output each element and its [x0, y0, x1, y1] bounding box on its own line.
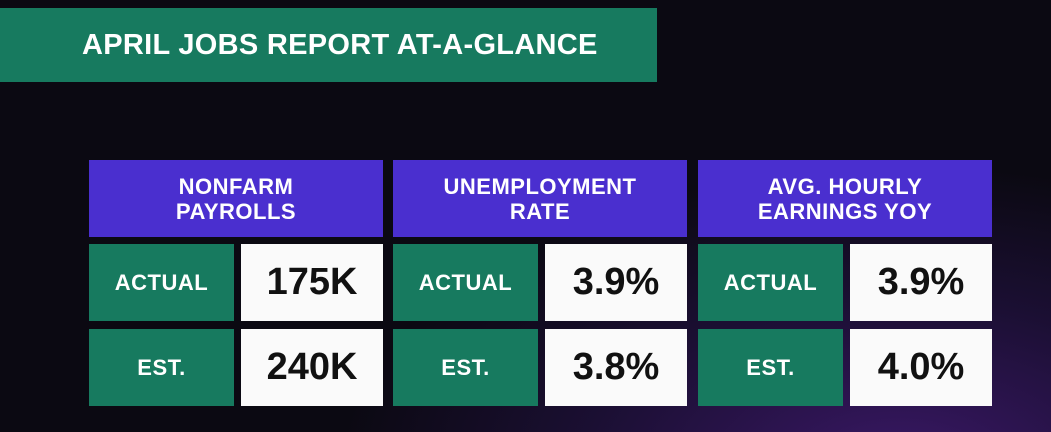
- row-value: 3.9%: [850, 244, 992, 321]
- panel-title-line: EARNINGS YOY: [757, 198, 933, 224]
- row-label: ACTUAL: [698, 244, 843, 321]
- panel-title-line: RATE: [509, 198, 571, 224]
- row-label: EST.: [698, 329, 843, 406]
- panel-title-line: PAYROLLS: [175, 198, 297, 224]
- title: APRIL JOBS REPORT AT-A-GLANCE: [82, 28, 598, 61]
- panel-header: NONFARM PAYROLLS: [89, 160, 383, 237]
- row-label: ACTUAL: [89, 244, 234, 321]
- title-bar: APRIL JOBS REPORT AT-A-GLANCE: [0, 8, 657, 82]
- row-value: 3.8%: [545, 329, 687, 406]
- panel-header: AVG. HOURLY EARNINGS YOY: [698, 160, 992, 237]
- row-label: EST.: [393, 329, 538, 406]
- row-value: 4.0%: [850, 329, 992, 406]
- row-label: EST.: [89, 329, 234, 406]
- panel-title-line: NONFARM: [178, 173, 294, 199]
- panel-title-line: AVG. HOURLY: [767, 173, 923, 199]
- row-value: 3.9%: [545, 244, 687, 321]
- row-label: ACTUAL: [393, 244, 538, 321]
- panel-header: UNEMPLOYMENT RATE: [393, 160, 687, 237]
- row-value: 175K: [241, 244, 383, 321]
- panel-title-line: UNEMPLOYMENT: [443, 173, 637, 199]
- row-value: 240K: [241, 329, 383, 406]
